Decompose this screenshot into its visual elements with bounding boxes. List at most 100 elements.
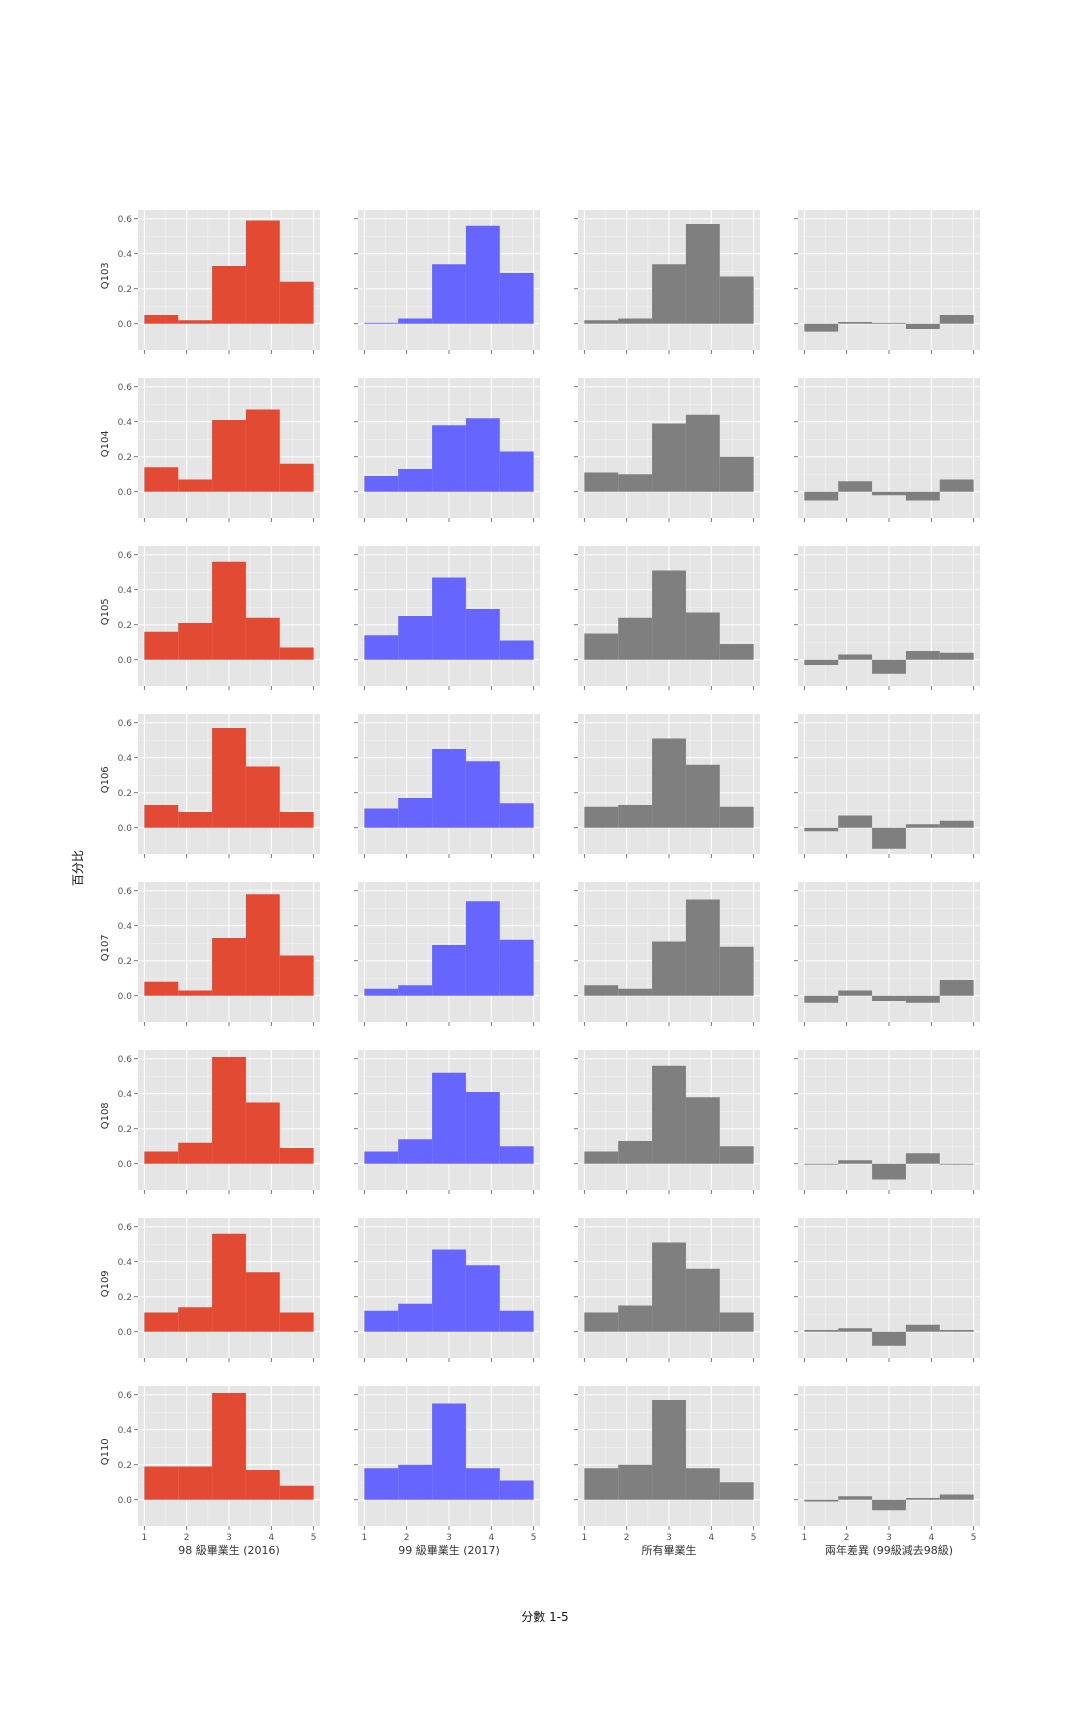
y-tick-label: 0.6 — [118, 1055, 133, 1065]
y-tick-label: 0.4 — [118, 922, 133, 932]
x-tick-label: 2 — [844, 1533, 850, 1543]
histogram-bar — [584, 985, 619, 996]
y-tick-label: 0.0 — [118, 1328, 133, 1338]
histogram-bar — [144, 981, 179, 996]
histogram-bar — [499, 273, 534, 324]
histogram-bar — [652, 1400, 686, 1500]
histogram-bar — [838, 654, 873, 660]
histogram-bar — [838, 990, 873, 996]
histogram-bar — [872, 659, 906, 674]
histogram-bar — [398, 1303, 433, 1332]
histogram-bar — [719, 1482, 754, 1500]
histogram-bar — [178, 812, 213, 828]
histogram-bar — [618, 318, 653, 324]
histogram-bar — [499, 1146, 534, 1164]
histogram-bar — [245, 617, 280, 660]
histogram-bar — [804, 323, 839, 332]
histogram-bar — [398, 1139, 433, 1164]
histogram-bar — [465, 901, 500, 996]
histogram-bar — [618, 805, 653, 828]
row-label: Q110 — [100, 1438, 111, 1465]
histogram-bar — [838, 322, 873, 324]
histogram-bar — [804, 827, 839, 832]
histogram-bar — [212, 420, 246, 492]
histogram-bar — [872, 1499, 906, 1511]
histogram-bar — [245, 894, 280, 996]
y-tick-label: 0.2 — [118, 1461, 132, 1471]
row-label: Q108 — [100, 1102, 111, 1129]
histogram-bar — [432, 749, 466, 828]
histogram-bar — [279, 1148, 314, 1164]
histogram-bar — [465, 609, 500, 660]
histogram-bar — [939, 1330, 974, 1332]
x-tick-label: 1 — [361, 1533, 367, 1543]
histogram-bar — [178, 1466, 213, 1500]
histogram-bar — [398, 318, 433, 324]
x-tick-label: 5 — [751, 1533, 757, 1543]
y-tick-label: 0.4 — [118, 1090, 133, 1100]
y-tick-label: 0.0 — [118, 1496, 133, 1506]
histogram-bar — [905, 995, 940, 1003]
histogram-bar — [618, 474, 653, 492]
histogram-bar — [939, 1163, 974, 1165]
y-tick-label: 0.2 — [118, 1293, 132, 1303]
histogram-bar — [465, 761, 500, 828]
histogram-bar — [652, 423, 686, 492]
histogram-bar — [245, 1272, 280, 1332]
histogram-bar — [178, 623, 213, 660]
histogram-bar — [685, 764, 720, 828]
histogram-bar — [719, 946, 754, 996]
histogram-bar — [905, 824, 940, 828]
histogram-bar — [212, 728, 246, 828]
histogram-bar — [364, 1151, 399, 1164]
histogram-bar — [499, 1310, 534, 1332]
x-tick-label: 3 — [226, 1533, 232, 1543]
histogram-bar — [279, 1312, 314, 1332]
histogram-bar — [465, 418, 500, 492]
histogram-bar — [212, 938, 246, 996]
y-tick-label: 0.0 — [118, 992, 133, 1002]
histogram-bar — [364, 476, 399, 492]
histogram-bar — [245, 1102, 280, 1164]
histogram-bar — [499, 803, 534, 828]
histogram-bar — [804, 1330, 839, 1332]
histogram-bar — [499, 1480, 534, 1500]
histogram-bar — [685, 612, 720, 660]
histogram-bar — [398, 616, 433, 660]
histogram-bar — [279, 955, 314, 996]
y-tick-label: 0.6 — [118, 1391, 133, 1401]
histogram-bar — [804, 491, 839, 501]
histogram-bar — [838, 481, 873, 492]
histogram-bar — [465, 225, 500, 324]
x-tick-label: 4 — [708, 1533, 714, 1543]
row-label: Q107 — [100, 934, 111, 961]
histogram-bar — [618, 1141, 653, 1164]
histogram-bar — [584, 320, 619, 324]
y-axis-label: 百分比 — [71, 850, 85, 886]
row-label: Q105 — [100, 598, 111, 625]
histogram-bar — [872, 827, 906, 849]
x-tick-label: 1 — [141, 1533, 147, 1543]
histogram-bar — [905, 1498, 940, 1500]
histogram-bar — [584, 1468, 619, 1500]
histogram-bar — [939, 1494, 974, 1500]
histogram-bar — [652, 1242, 686, 1332]
histogram-bar — [364, 635, 399, 660]
row-label: Q103 — [100, 262, 111, 289]
histogram-bar — [212, 1057, 246, 1164]
x-tick-label: 2 — [404, 1533, 410, 1543]
histogram-bar — [432, 264, 466, 324]
histogram-bar — [364, 988, 399, 996]
histogram-bar — [212, 1393, 246, 1500]
x-axis-label: 分數 1-5 — [521, 1610, 568, 1624]
x-tick-label: 4 — [928, 1533, 934, 1543]
column-label: 98 級畢業生 (2016) — [178, 1543, 280, 1557]
histogram-bar — [804, 659, 839, 665]
histogram-bar — [432, 1403, 466, 1500]
histogram-bar — [432, 577, 466, 660]
histogram-bar — [212, 266, 246, 324]
histogram-bar — [178, 1142, 213, 1164]
x-tick-label: 3 — [886, 1533, 892, 1543]
histogram-bar — [144, 467, 179, 492]
